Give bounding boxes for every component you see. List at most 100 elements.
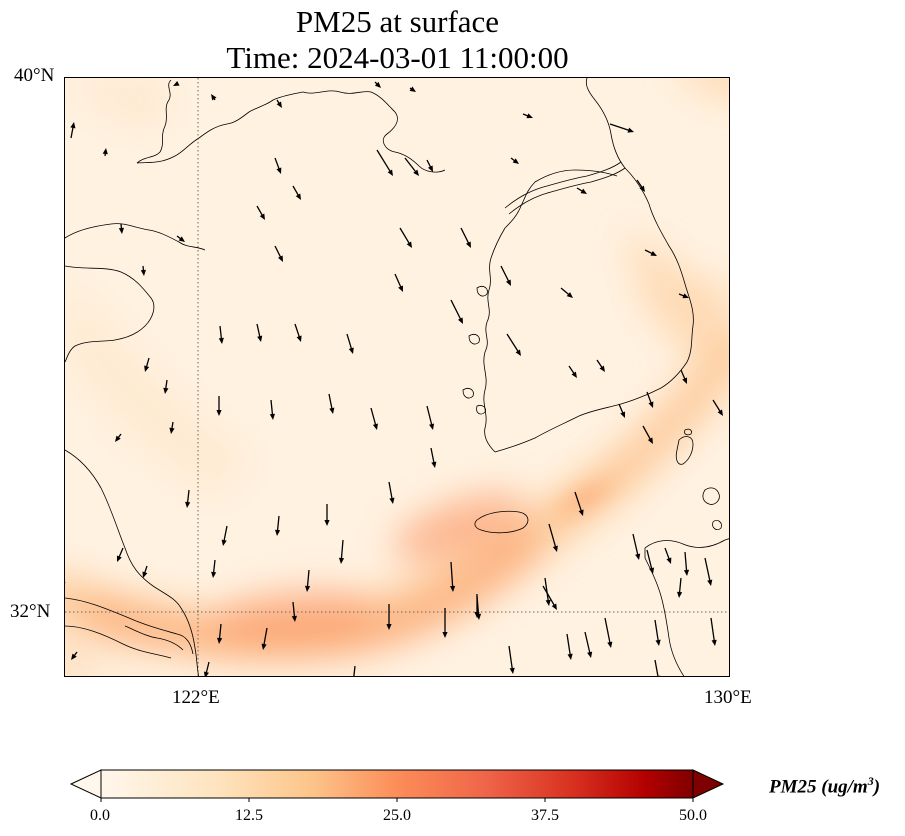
wind-vector-head (71, 653, 77, 660)
wind-vector-shaft (346, 333, 353, 351)
wind-vector-head (682, 377, 688, 384)
colorbar-tick-3: 37.5 (531, 807, 559, 824)
wind-vector-shaft (654, 619, 660, 643)
wind-vector-head (658, 675, 661, 676)
wind-vector-head (431, 461, 437, 468)
wind-vector-head (429, 423, 435, 430)
wind-vector-head (666, 557, 672, 564)
wind-vector-head (291, 615, 297, 622)
wind-vector-shaft (376, 149, 392, 173)
wind-vector-head (275, 529, 281, 536)
wind-vector-head (338, 557, 345, 564)
wind-vector-shaft (353, 665, 356, 676)
wind-vector-head (545, 599, 551, 606)
wind-vector-shaft (710, 617, 716, 643)
wind-vector-head (648, 401, 654, 408)
wind-vector-head (398, 285, 403, 292)
coastlines (65, 78, 729, 676)
wind-vector-head (269, 413, 275, 420)
wind-vector-head (296, 335, 302, 342)
wind-vector-shaft (218, 623, 222, 641)
wind-vector-head (185, 501, 191, 508)
wind-vector-shaft (548, 523, 557, 549)
wind-vector-head (142, 571, 148, 578)
wind-vector-shaft (684, 551, 688, 573)
wind-vector-head (551, 603, 557, 610)
wind-vector-shaft (508, 645, 514, 671)
wind-vector-head (639, 185, 645, 192)
wind-vector-head (116, 555, 122, 562)
wind-vector-head (409, 86, 416, 92)
wind-vector-shaft (256, 323, 261, 339)
wind-vector-head (465, 241, 471, 248)
wind-vector-shaft (574, 491, 583, 513)
wind-vector-head (372, 423, 378, 430)
wind-vector-shaft (256, 205, 264, 217)
wind-vector-shaft (430, 447, 435, 465)
wind-vector-shaft (294, 323, 301, 339)
wind-vector-head (587, 651, 593, 658)
colorbar-extend-max (692, 769, 725, 799)
map-title-line2: Time: 2024-03-01 11:00:00 (226, 40, 569, 75)
wind-vector-head (683, 569, 690, 576)
wind-vector-head (70, 122, 76, 129)
wind-vector-shaft (219, 325, 223, 341)
wind-vector-head (599, 365, 605, 372)
wind-vector-head (571, 371, 577, 378)
wind-vector-shaft (642, 425, 652, 441)
wind-vector-head (717, 409, 723, 416)
wind-vector-shaft (704, 557, 711, 583)
wind-vector-shaft (399, 227, 411, 245)
wind-vector-shaft (306, 569, 310, 589)
wind-vector-head (173, 80, 180, 86)
wind-vector-shaft (388, 481, 393, 501)
map-canvas (65, 78, 729, 676)
wind-vector-shaft (274, 157, 281, 171)
wind-vector-head (620, 411, 626, 418)
wind-vector-shaft (276, 515, 280, 533)
wind-vector-shaft (460, 227, 470, 245)
wind-vector-shaft (205, 661, 210, 675)
wind-vector-head (442, 632, 448, 638)
wind-vector-shaft (544, 577, 550, 603)
wind-vector-shaft (678, 577, 682, 595)
wind-vector-shaft (394, 273, 402, 289)
wind-vector-head (144, 365, 150, 372)
wind-vector-head (682, 293, 689, 299)
wind-vector-shaft (404, 157, 418, 174)
wind-vector-shaft (186, 489, 190, 505)
colorbar-tick-1: 12.5 (235, 807, 263, 824)
wind-vector-head (169, 427, 175, 434)
wind-vector-head (711, 639, 717, 646)
wind-vector-shaft (328, 393, 333, 411)
wind-vector-shaft (584, 631, 591, 655)
wind-vector-head (515, 349, 521, 356)
wind-vector-head (374, 81, 381, 88)
wind-vector-head (450, 585, 456, 592)
wind-vector-shaft (274, 245, 282, 259)
wind-vector-shaft (450, 299, 462, 321)
gridlines (65, 78, 729, 676)
wind-vector-shaft (609, 123, 631, 132)
wind-vector-head (649, 567, 655, 574)
wind-vector-head (607, 641, 613, 648)
wind-vector-shaft (646, 549, 653, 571)
wind-vector-head (115, 435, 121, 442)
wind-vector-shaft (604, 617, 611, 645)
wind-vector-shaft (654, 659, 659, 676)
wind-vector-head (178, 236, 185, 242)
wind-vector-head (578, 509, 584, 516)
wind-vector-head (647, 437, 653, 444)
wind-vector-shaft (500, 265, 510, 283)
wind-vector-head (211, 94, 217, 101)
wind-vector-head (457, 317, 463, 324)
wind-vector-head (526, 113, 533, 119)
lon-tick-label-130E: 130°E (704, 687, 752, 708)
wind-vector-head (259, 213, 265, 220)
wind-vector-head (505, 279, 511, 286)
map-panel (64, 77, 730, 677)
wind-vector-shaft (646, 391, 653, 405)
wind-vector-shaft (270, 399, 274, 417)
colorbar-label: PM25 (ug/m3) (769, 774, 881, 798)
pm25-field-background (65, 78, 729, 676)
